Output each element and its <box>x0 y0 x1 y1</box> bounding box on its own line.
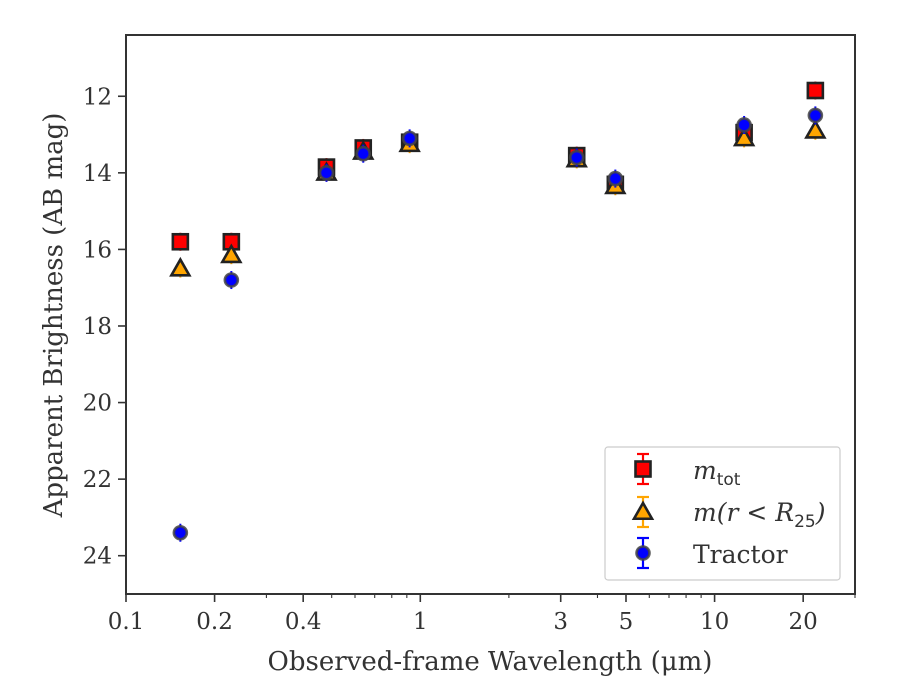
plot-frame <box>125 34 856 595</box>
y-tick-label: 18 <box>83 314 112 340</box>
x-tick-label: 1 <box>413 609 428 635</box>
triangle-marker <box>220 243 243 264</box>
x-tick-label: 3 <box>553 609 568 635</box>
x-axis-label: Observed-frame Wavelength (μm) <box>268 647 713 677</box>
legend-frame <box>604 446 841 581</box>
y-tick-label: 22 <box>83 467 112 493</box>
square-marker <box>806 81 825 100</box>
circle-marker <box>736 117 752 133</box>
x-tick-label: 0.4 <box>285 609 322 635</box>
x-tick-label: 0.2 <box>196 609 233 635</box>
legend-mr25-main: m(r < R <box>693 498 794 527</box>
circle-marker <box>607 170 624 187</box>
circle-marker <box>318 165 335 181</box>
x-tick-label: 20 <box>789 609 818 635</box>
x-tick-label: 0.1 <box>108 609 145 635</box>
circle-marker <box>807 107 824 124</box>
legend-label-mr25: m(r < R25) <box>693 498 825 532</box>
y-tick-label: 16 <box>83 237 112 263</box>
circle-marker <box>355 145 372 162</box>
y-axis-label: Apparent Brightness (AB mag) <box>39 113 69 519</box>
legend-label-tractor: Tractor <box>693 540 788 569</box>
circle-marker <box>223 272 240 288</box>
series-3 <box>172 106 824 542</box>
legend-mr25-end: ) <box>815 498 826 527</box>
legend-marker-2 <box>631 495 655 529</box>
y-tick-label: 24 <box>83 544 112 570</box>
square-marker <box>171 232 190 251</box>
y-tick-label: 14 <box>83 161 112 187</box>
legend-mtot-sub: tot <box>717 470 741 490</box>
circle-marker <box>172 524 189 541</box>
legend-marker-3 <box>635 536 651 570</box>
legend-mtot-main: m <box>693 456 717 485</box>
x-tick-label: 10 <box>700 609 729 635</box>
y-tick-label: 12 <box>83 84 112 110</box>
triangle-marker <box>804 119 827 139</box>
legend: mtot m(r < R25) Tractor <box>604 446 841 581</box>
legend-markers <box>631 452 655 570</box>
legend-symbol <box>631 500 655 521</box>
legend-mr25-sub: 25 <box>794 512 816 532</box>
legend-label-mtot: mtot <box>693 456 741 490</box>
y-tick-label: 20 <box>83 391 112 417</box>
axis-ticks: 0.1 0.2 0.4 1 3 5 10 20 12 14 16 18 20 22 24 <box>83 84 856 635</box>
circle-marker <box>401 130 418 147</box>
data-points <box>169 81 827 542</box>
triangle-marker <box>732 126 756 147</box>
legend-symbol <box>634 460 652 478</box>
legend-marker-1 <box>634 452 652 486</box>
legend-symbol <box>635 545 651 561</box>
circle-marker <box>568 149 585 166</box>
triangle-marker <box>169 256 192 277</box>
x-tick-label: 5 <box>619 609 634 635</box>
